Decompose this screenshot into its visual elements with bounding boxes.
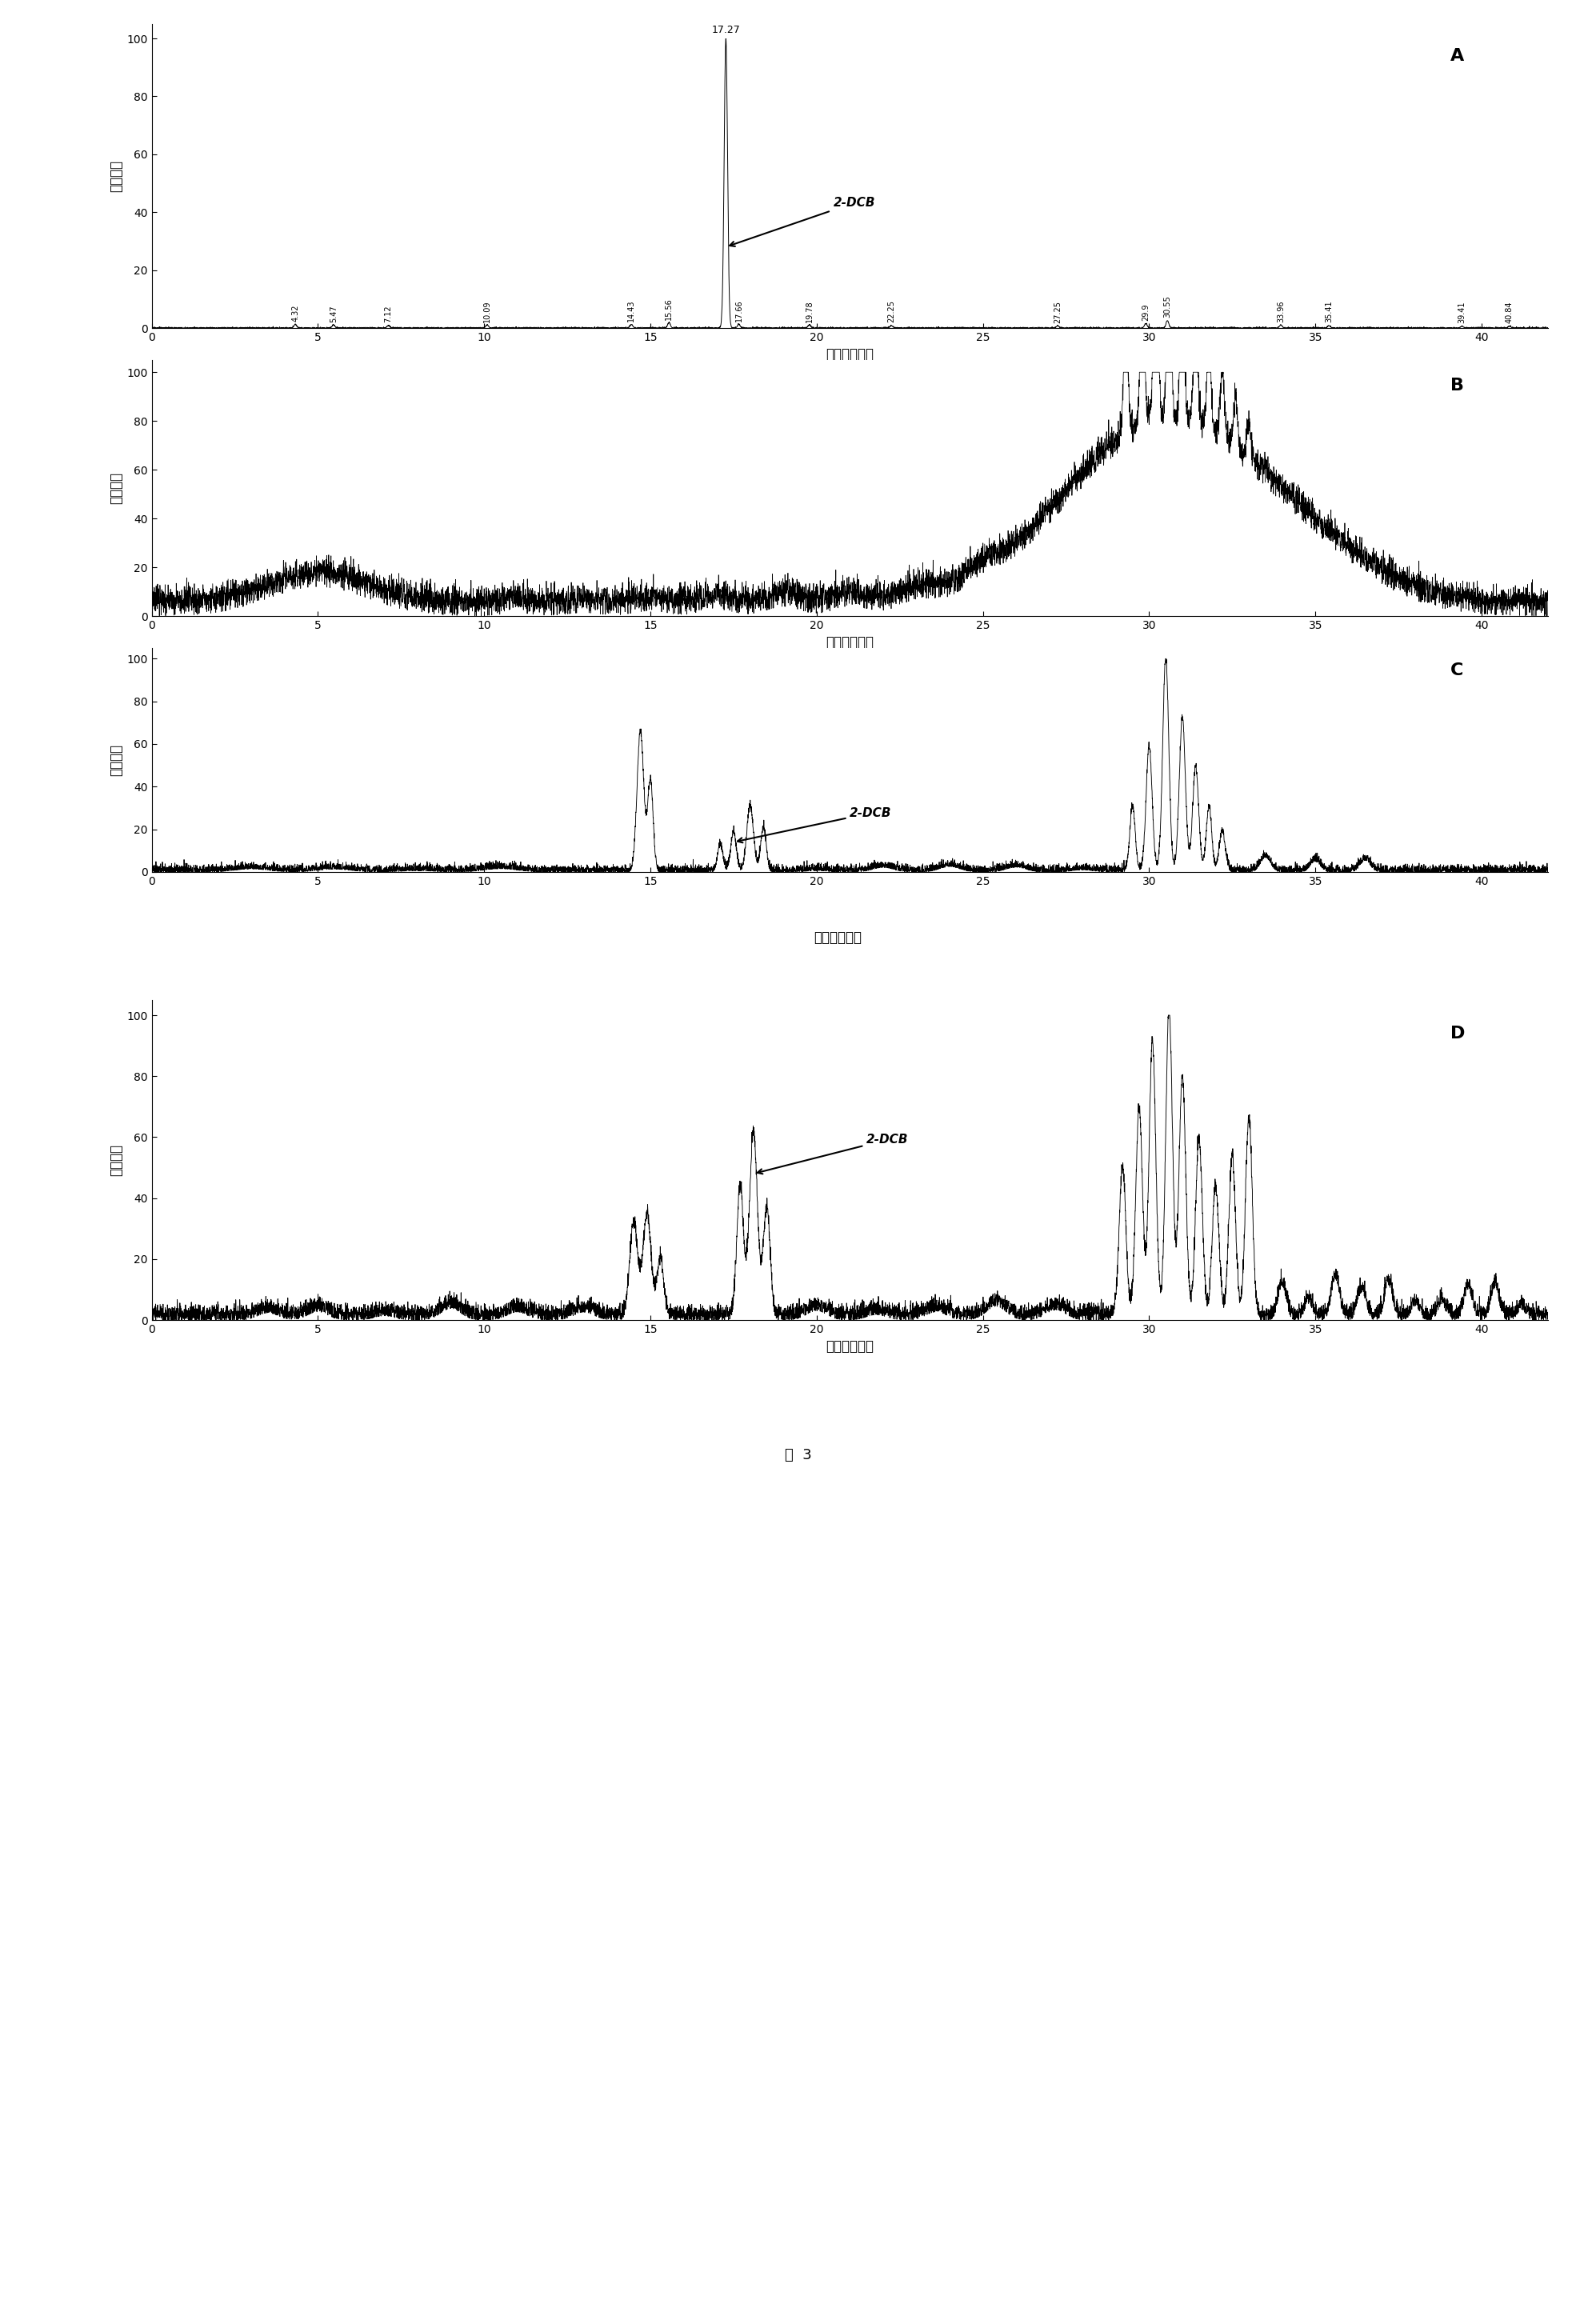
Text: 27.25: 27.25	[1053, 301, 1061, 322]
Text: 33.96: 33.96	[1277, 301, 1285, 322]
Text: 29.9: 29.9	[1141, 303, 1149, 320]
Text: 17.27: 17.27	[712, 25, 741, 35]
Text: 2-DCB: 2-DCB	[758, 1133, 908, 1174]
Y-axis label: 相对丰度: 相对丰度	[109, 743, 123, 776]
Text: C: C	[1451, 662, 1464, 679]
Text: D: D	[1451, 1026, 1465, 1042]
Text: 19.78: 19.78	[806, 301, 814, 322]
Text: 2-DCB: 2-DCB	[737, 806, 892, 843]
X-axis label: 时间（分钟）: 时间（分钟）	[825, 1339, 875, 1355]
Text: 7.12: 7.12	[385, 306, 393, 322]
Text: 14.43: 14.43	[627, 299, 635, 322]
Text: 30.55: 30.55	[1163, 296, 1171, 317]
Text: A: A	[1451, 49, 1464, 63]
Y-axis label: 相对丰度: 相对丰度	[109, 472, 123, 505]
Text: 40.84: 40.84	[1505, 301, 1513, 324]
X-axis label: 时间（分钟）: 时间（分钟）	[825, 347, 875, 361]
X-axis label: 时间（分钟）: 时间（分钟）	[825, 635, 875, 651]
Text: 5.47: 5.47	[329, 306, 337, 322]
Text: 10.09: 10.09	[484, 301, 492, 322]
Text: 15.56: 15.56	[666, 299, 674, 320]
Text: 17.66: 17.66	[734, 299, 742, 322]
Text: 39.41: 39.41	[1459, 301, 1467, 324]
Text: B: B	[1451, 378, 1464, 394]
Text: 时间（分钟）: 时间（分钟）	[814, 931, 862, 945]
Text: 4.32: 4.32	[290, 303, 300, 322]
Y-axis label: 相对丰度: 相对丰度	[109, 160, 123, 192]
Text: 图  3: 图 3	[785, 1448, 811, 1461]
Text: 2-DCB: 2-DCB	[729, 197, 875, 245]
Text: 22.25: 22.25	[887, 301, 895, 322]
Text: 35.41: 35.41	[1325, 301, 1333, 322]
Y-axis label: 相对丰度: 相对丰度	[109, 1144, 123, 1177]
